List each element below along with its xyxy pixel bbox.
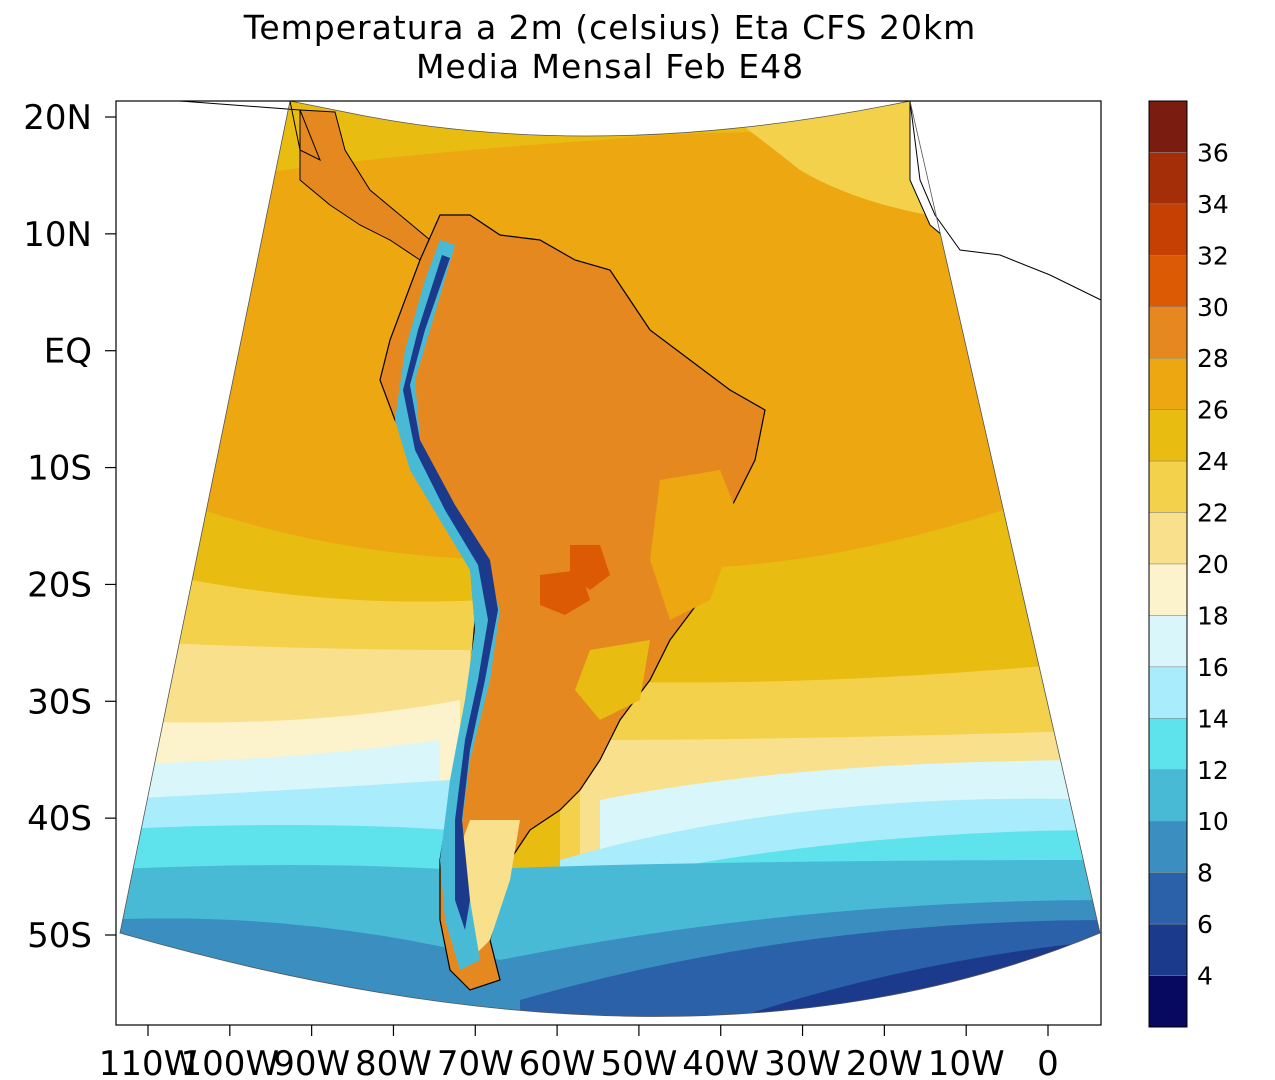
colorbar-swatch [1148, 203, 1188, 256]
colorbar-label: 12 [1197, 756, 1229, 785]
colorbar-label: 20 [1197, 550, 1229, 579]
lat-label: 40S [27, 799, 92, 839]
lon-label: 40W [682, 1044, 759, 1080]
colorbar-swatch [1148, 255, 1188, 308]
colorbar-label: 14 [1197, 704, 1229, 733]
lon-label: 70W [437, 1044, 514, 1080]
andes-cool [395, 240, 500, 970]
colorbar-swatch [1148, 409, 1188, 462]
lon-label: 10W [928, 1044, 1005, 1080]
colorbar-swatch [1148, 872, 1188, 925]
colorbar-label: 30 [1197, 293, 1229, 322]
colorbar-label: 18 [1197, 601, 1229, 630]
latitude-axis: 20N 10N EQ 10S 20S 30S 40S 50S [23, 98, 116, 956]
lon-label: 90W [273, 1044, 350, 1080]
hot-spot-pantanal [570, 545, 610, 590]
colorbar-swatch [1148, 460, 1188, 513]
domain-outline [119, 100, 1101, 1017]
colorbar-swatch [1148, 512, 1188, 565]
lon-label: 30W [764, 1044, 841, 1080]
lon-label: 80W [355, 1044, 432, 1080]
chart-title: Temperatura a 2m (celsius) Eta CFS 20km [243, 8, 977, 47]
colorbar-label: 8 [1197, 859, 1213, 888]
colorbar-label: 28 [1197, 344, 1229, 373]
lon-label: 110W [99, 1044, 198, 1080]
colorbar-swatch [1148, 563, 1188, 616]
chart-subtitle: Media Mensal Feb E48 [415, 47, 805, 86]
lon-label: 0 [1037, 1044, 1059, 1080]
colorbar-label: 26 [1197, 396, 1229, 425]
colorbar-swatch [1148, 615, 1188, 668]
colorbar-swatch [1148, 718, 1188, 771]
lat-label: 20N [23, 98, 92, 138]
lat-label: 50S [27, 916, 92, 956]
colorbar-swatch [1148, 306, 1188, 359]
colorbar-label: 22 [1197, 499, 1229, 528]
colorbar-label: 24 [1197, 447, 1229, 476]
colorbar-swatch [1148, 769, 1188, 822]
colorbar-label: 10 [1197, 807, 1229, 836]
colorbar-swatch [1148, 923, 1188, 976]
hot-spot-chaco [540, 570, 590, 615]
colorbar-swatch [1148, 357, 1188, 410]
lat-label: EQ [44, 332, 92, 372]
colorbar: 36 34 32 30 28 26 24 22 20 18 16 14 12 10 8 6 4 [1148, 100, 1229, 1028]
lat-label: 10N [23, 215, 92, 255]
lon-label: 60W [519, 1044, 596, 1080]
colorbar-label: 36 [1197, 138, 1229, 167]
colorbar-swatch [1148, 100, 1188, 153]
africa-coast-outline [909, 100, 1102, 301]
lat-label: 20S [27, 565, 92, 605]
lon-label: 100W [181, 1044, 280, 1080]
colorbar-label: 16 [1197, 653, 1229, 682]
colorbar-border [1148, 100, 1188, 1028]
lat-label: 30S [27, 682, 92, 722]
colorbar-swatch [1148, 975, 1188, 1028]
colorbar-label: 6 [1197, 910, 1213, 939]
colorbar-swatch [1148, 152, 1188, 205]
colorbar-label: 4 [1197, 962, 1213, 991]
colorbar-swatch [1148, 666, 1188, 719]
colorbar-swatch [1148, 820, 1188, 873]
map-frame-border [115, 100, 1102, 1026]
lon-label: 50W [600, 1044, 677, 1080]
lat-label: 10S [27, 449, 92, 489]
colorbar-label: 32 [1197, 241, 1229, 270]
lon-label: 20W [846, 1044, 923, 1080]
southern-brazil [575, 640, 650, 720]
brazil-highlands [650, 470, 740, 620]
colorbar-label: 34 [1197, 190, 1229, 219]
